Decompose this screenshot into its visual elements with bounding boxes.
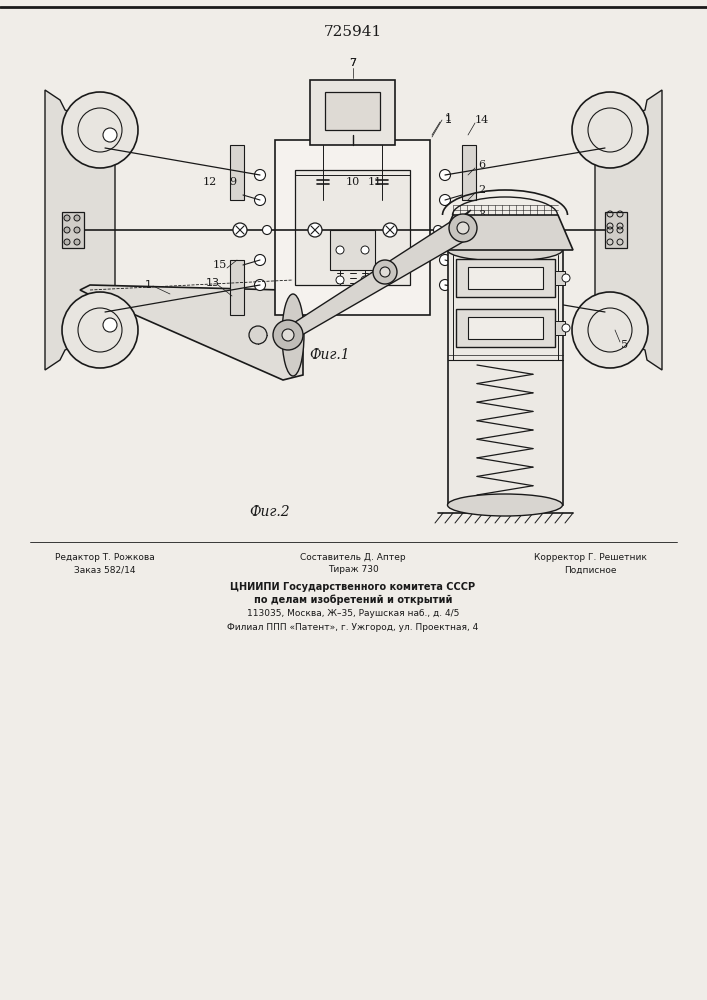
Text: Составитель Д. Аптер: Составитель Д. Аптер: [300, 552, 406, 562]
Circle shape: [62, 292, 138, 368]
Circle shape: [103, 128, 117, 142]
Circle shape: [336, 276, 344, 284]
Text: ЦНИИПИ Государственного комитета СССР: ЦНИИПИ Государственного комитета СССР: [230, 582, 476, 592]
Text: 9: 9: [230, 177, 237, 187]
Circle shape: [440, 254, 450, 265]
Text: Подписное: Подписное: [563, 566, 617, 574]
Circle shape: [273, 320, 303, 350]
Circle shape: [74, 215, 80, 221]
Circle shape: [64, 215, 70, 221]
Circle shape: [572, 92, 648, 168]
Circle shape: [282, 329, 294, 341]
Circle shape: [458, 223, 472, 237]
Text: Тираж 730: Тираж 730: [327, 566, 378, 574]
Text: 1: 1: [445, 113, 452, 123]
Circle shape: [440, 279, 450, 290]
Text: 1: 1: [144, 280, 151, 290]
Circle shape: [440, 169, 450, 180]
Circle shape: [262, 226, 271, 234]
Text: Редактор Т. Рожкова: Редактор Т. Рожкова: [55, 552, 155, 562]
Text: 12: 12: [203, 177, 217, 187]
Circle shape: [361, 276, 369, 284]
Text: Фиг.2: Фиг.2: [250, 505, 291, 519]
Polygon shape: [45, 90, 115, 370]
Text: Заказ 582/14: Заказ 582/14: [74, 566, 136, 574]
Text: 3: 3: [479, 210, 486, 220]
Text: 1: 1: [445, 115, 452, 125]
Bar: [295, 170, 410, 285]
Text: 113035, Москва, Ж–35, Раушская наб., д. 4/5: 113035, Москва, Ж–35, Раушская наб., д. …: [247, 609, 459, 618]
Bar: [462, 145, 476, 200]
Polygon shape: [284, 218, 469, 341]
Bar: [330, 230, 375, 270]
Bar: [468, 317, 543, 339]
Bar: [275, 140, 430, 315]
Circle shape: [572, 292, 648, 368]
Text: Фиг.1: Фиг.1: [310, 348, 350, 362]
Bar: [448, 250, 563, 505]
Circle shape: [255, 194, 266, 206]
Bar: [325, 92, 380, 130]
Polygon shape: [80, 285, 303, 380]
Bar: [456, 309, 555, 347]
Circle shape: [449, 214, 477, 242]
Text: Филиал ППП «Патент», г. Ужгород, ул. Проектная, 4: Филиал ППП «Патент», г. Ужгород, ул. Про…: [228, 622, 479, 632]
Text: по делам изобретений и открытий: по делам изобретений и открытий: [254, 595, 452, 605]
Bar: [468, 267, 543, 289]
Circle shape: [380, 267, 390, 277]
Text: 7: 7: [349, 58, 356, 68]
Polygon shape: [595, 90, 662, 370]
Text: 725941: 725941: [324, 25, 382, 39]
Polygon shape: [438, 215, 573, 250]
Text: 7: 7: [349, 58, 356, 68]
Text: 6: 6: [479, 160, 486, 170]
Circle shape: [74, 239, 80, 245]
Circle shape: [249, 326, 267, 344]
Bar: [62, 212, 84, 248]
Circle shape: [255, 279, 266, 290]
Circle shape: [361, 246, 369, 254]
Text: 4: 4: [479, 237, 486, 247]
Polygon shape: [306, 210, 471, 325]
Circle shape: [62, 92, 138, 168]
Bar: [230, 260, 244, 315]
Text: 14: 14: [475, 115, 489, 125]
Circle shape: [383, 223, 397, 237]
Circle shape: [74, 227, 80, 233]
Circle shape: [440, 194, 450, 206]
Circle shape: [64, 239, 70, 245]
Ellipse shape: [282, 294, 304, 376]
Text: 2: 2: [479, 185, 486, 195]
Text: Корректор Г. Решетник: Корректор Г. Решетник: [534, 552, 646, 562]
Circle shape: [255, 254, 266, 265]
Text: 10: 10: [346, 177, 360, 187]
Bar: [230, 145, 244, 200]
Bar: [456, 259, 555, 297]
Circle shape: [562, 324, 570, 332]
Circle shape: [373, 260, 397, 284]
Circle shape: [103, 318, 117, 332]
Text: 11: 11: [368, 177, 382, 187]
Circle shape: [308, 223, 322, 237]
Text: 13: 13: [206, 278, 220, 288]
Ellipse shape: [448, 494, 563, 516]
Circle shape: [336, 246, 344, 254]
Circle shape: [255, 169, 266, 180]
Circle shape: [562, 274, 570, 282]
Text: 15: 15: [213, 260, 227, 270]
Bar: [555, 271, 565, 285]
Text: 5: 5: [621, 340, 629, 350]
Circle shape: [233, 223, 247, 237]
Circle shape: [457, 222, 469, 234]
Ellipse shape: [448, 239, 563, 261]
Circle shape: [64, 227, 70, 233]
Bar: [462, 260, 476, 315]
Bar: [555, 321, 565, 335]
Circle shape: [433, 226, 443, 234]
Bar: [605, 212, 627, 248]
Bar: [310, 80, 395, 145]
